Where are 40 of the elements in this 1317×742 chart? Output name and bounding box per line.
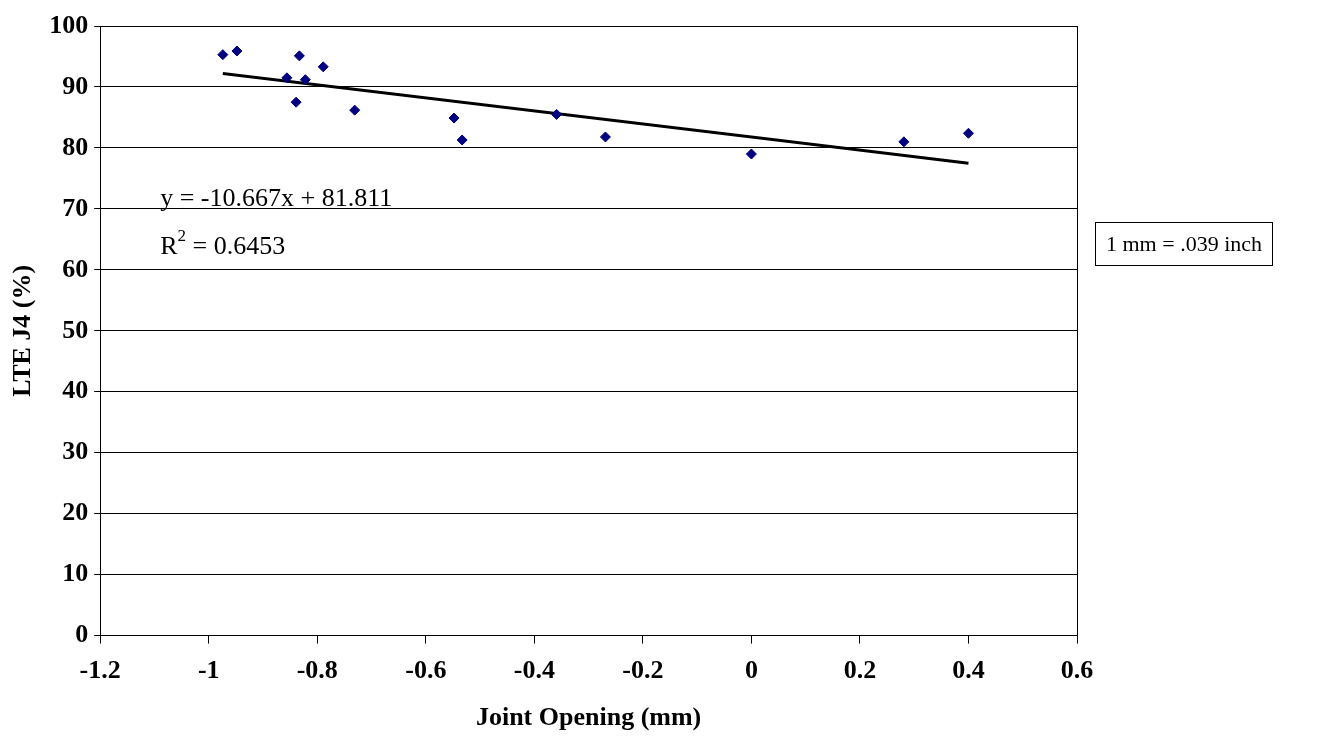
- point: [448, 112, 460, 124]
- annotation: y = -10.667x + 81.811: [160, 183, 393, 212]
- y-tick-label: 50: [62, 314, 89, 344]
- x-axis-title: Joint Opening (mm): [475, 702, 702, 732]
- point: [299, 74, 311, 86]
- x-tick-label: -0.4: [513, 654, 555, 684]
- point: [290, 96, 302, 108]
- y-tick-label: 30: [62, 436, 89, 466]
- y-tick-label: 40: [62, 375, 89, 405]
- point: [293, 50, 305, 62]
- y-tick-label: 20: [62, 497, 89, 527]
- y-axis-title: LTE J4 (%): [7, 264, 37, 397]
- y-tick-label: 0: [75, 619, 89, 649]
- x-tick-label: -1.2: [79, 654, 121, 684]
- y-tick-label: 90: [62, 70, 89, 100]
- point: [456, 134, 468, 146]
- x-tick-label: -0.6: [405, 654, 447, 684]
- x-tick-label: 0: [744, 654, 758, 684]
- y-tick-label: 10: [62, 558, 89, 588]
- point: [962, 127, 974, 139]
- point: [349, 104, 361, 116]
- point: [281, 72, 293, 84]
- x-tick-label: -1: [197, 654, 220, 684]
- point: [317, 61, 329, 73]
- x-tick-label: 0.6: [1060, 654, 1094, 684]
- y-tick-label: 60: [62, 253, 89, 283]
- y-tick-label: 100: [49, 9, 89, 39]
- y-tick-label: 70: [62, 192, 89, 222]
- text: 1 mm = .039 inch: [1095, 222, 1274, 266]
- y-tick-label: 80: [62, 131, 89, 161]
- point: [217, 49, 229, 61]
- point: [231, 45, 243, 57]
- x-tick-label: 0.4: [952, 654, 985, 684]
- point: [599, 131, 611, 143]
- point: [745, 148, 757, 160]
- point: [551, 108, 563, 120]
- point: [898, 136, 910, 148]
- x-tick-label: -0.2: [622, 654, 664, 684]
- x-tick-label: -0.8: [296, 654, 338, 684]
- x-tick-label: 0.2: [843, 654, 877, 684]
